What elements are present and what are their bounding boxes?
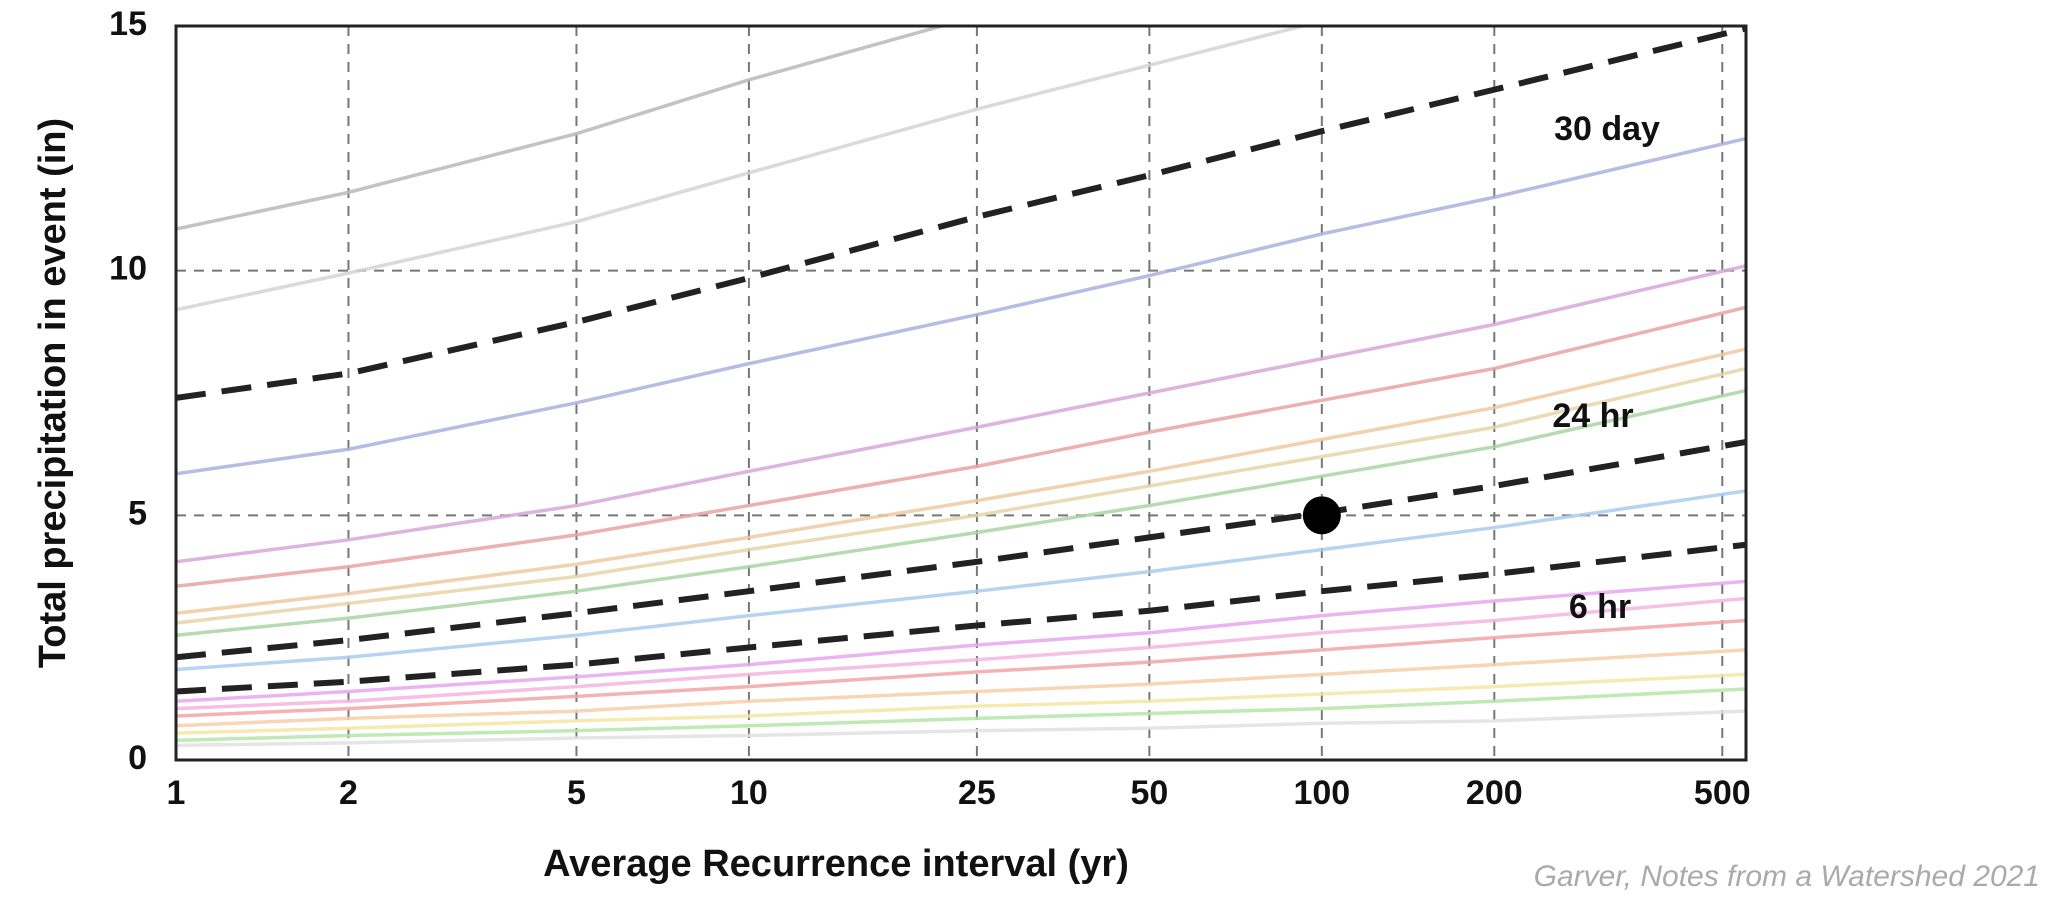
line xyxy=(176,596,1746,711)
line xyxy=(176,366,1746,625)
line xyxy=(176,579,1746,704)
line xyxy=(176,347,1746,615)
line-label: 30 day xyxy=(1554,110,1660,148)
dashed-line xyxy=(176,541,1746,695)
line-label: 24 hr xyxy=(1552,397,1633,435)
lines xyxy=(176,26,1746,748)
line xyxy=(176,648,1746,728)
line xyxy=(176,709,1746,748)
y-tick-label: 0 xyxy=(128,739,147,777)
line xyxy=(176,687,1746,743)
highlight-point xyxy=(1302,496,1341,535)
line-label: 6 hr xyxy=(1569,588,1631,626)
line xyxy=(176,26,1310,312)
x-axis-title: Average Recurrence interval (yr) xyxy=(543,843,1129,885)
dashed-line xyxy=(176,438,1746,661)
x-tick-label: 25 xyxy=(958,774,996,812)
line xyxy=(176,388,1746,637)
x-tick-label: 10 xyxy=(730,774,768,812)
credit: Garver, Notes from a Watershed 2021 xyxy=(1534,860,2040,893)
y-tick-label: 5 xyxy=(128,494,147,532)
x-tick-label: 50 xyxy=(1130,774,1168,812)
line xyxy=(176,264,1746,564)
y-tick-label: 15 xyxy=(109,5,147,43)
line xyxy=(176,136,1746,476)
y-tick-label: 10 xyxy=(109,250,147,288)
line xyxy=(176,489,1746,672)
x-tick-label: 5 xyxy=(567,774,586,812)
line xyxy=(176,618,1746,718)
dashed-line xyxy=(176,26,1746,401)
x-tick-label: 500 xyxy=(1694,774,1751,812)
line xyxy=(176,672,1746,735)
line xyxy=(176,305,1746,589)
line xyxy=(176,26,949,231)
x-tick-label: 2 xyxy=(339,774,358,812)
x-tick-label: 1 xyxy=(167,774,186,812)
x-tick-label: 200 xyxy=(1466,774,1523,812)
x-tick-label: 100 xyxy=(1293,774,1350,812)
y-axis-title: Total precipitation in event (in) xyxy=(32,118,74,668)
plot-frame xyxy=(174,24,1748,762)
